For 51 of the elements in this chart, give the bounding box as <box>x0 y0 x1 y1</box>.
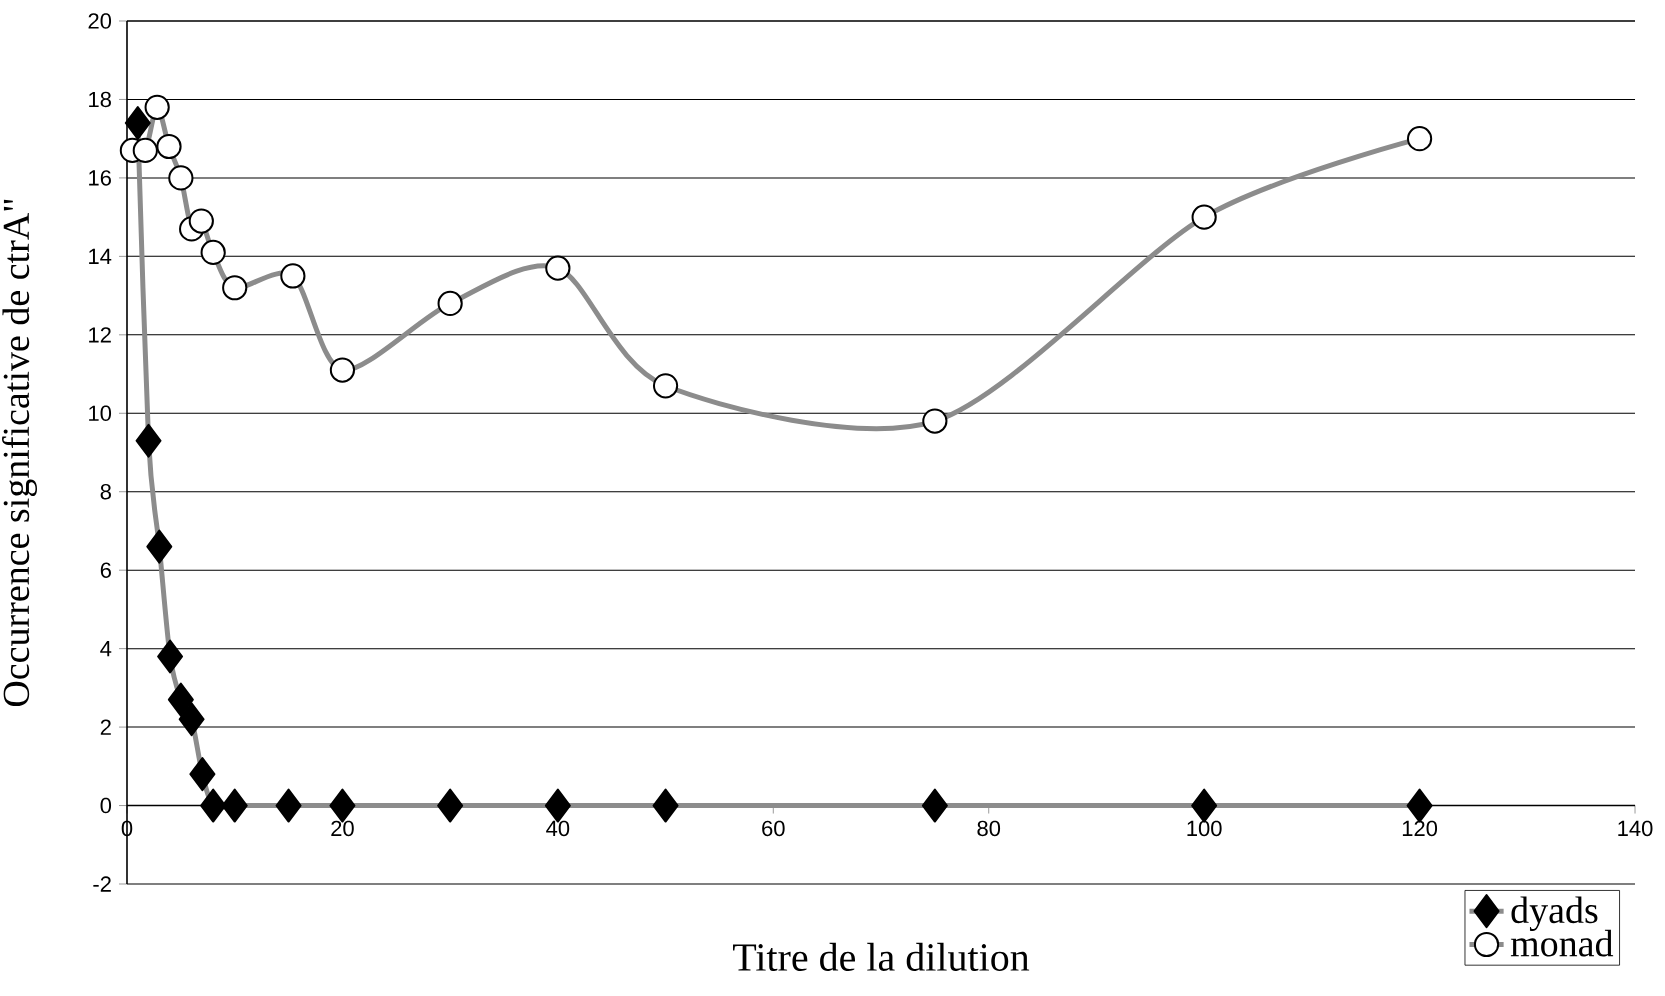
x-axis-title: Titre de la dilution <box>733 942 1030 971</box>
y-tick-label: 20 <box>88 13 112 29</box>
x-tick-label: 100 <box>1187 820 1222 837</box>
y-tick-label: 12 <box>89 327 111 343</box>
x-tick-label: 140 <box>1618 820 1653 837</box>
point <box>132 137 158 164</box>
point <box>275 788 302 823</box>
y-tick-label: -2 <box>93 876 111 892</box>
legend-label: dyads <box>1511 896 1598 931</box>
point <box>178 702 205 737</box>
point <box>545 255 571 281</box>
y-tick-label: 8 <box>100 483 111 500</box>
x-tick-label: 80 <box>977 820 1001 837</box>
point <box>200 788 227 823</box>
point <box>1191 204 1217 230</box>
y-tick-label: 10 <box>89 405 112 422</box>
y-axis-title: Occurrence significative de ctrA" <box>2 199 37 707</box>
point <box>200 239 226 266</box>
y-tick-label: 14 <box>89 248 112 264</box>
y-tick-label: 2 <box>100 719 111 735</box>
y-tick-label: 16 <box>89 170 111 186</box>
point <box>167 682 194 717</box>
x-tick-label: 60 <box>762 820 785 837</box>
point <box>168 165 194 191</box>
point <box>124 105 151 140</box>
point <box>156 133 182 160</box>
point <box>922 408 948 434</box>
point <box>146 529 173 564</box>
point <box>188 208 214 234</box>
point <box>652 373 679 399</box>
x-tick-label: 120 <box>1402 820 1438 837</box>
point <box>157 639 184 674</box>
x-tick-label: 20 <box>331 820 354 837</box>
y-tick-label: 0 <box>100 797 112 814</box>
point <box>437 290 463 317</box>
point <box>280 263 306 289</box>
point <box>652 788 679 823</box>
point <box>1406 126 1433 152</box>
point <box>135 423 162 458</box>
y-tick-label: 18 <box>89 91 111 108</box>
point <box>221 788 248 823</box>
y-tick-label: 6 <box>100 562 111 578</box>
point <box>144 94 170 120</box>
point <box>921 788 948 823</box>
point <box>189 757 216 792</box>
y-tick-label: 4 <box>100 641 112 657</box>
point <box>437 788 464 823</box>
legend-label: monad <box>1510 929 1614 957</box>
point <box>329 357 356 383</box>
x-tick-label: 40 <box>546 820 570 837</box>
point <box>222 275 248 301</box>
